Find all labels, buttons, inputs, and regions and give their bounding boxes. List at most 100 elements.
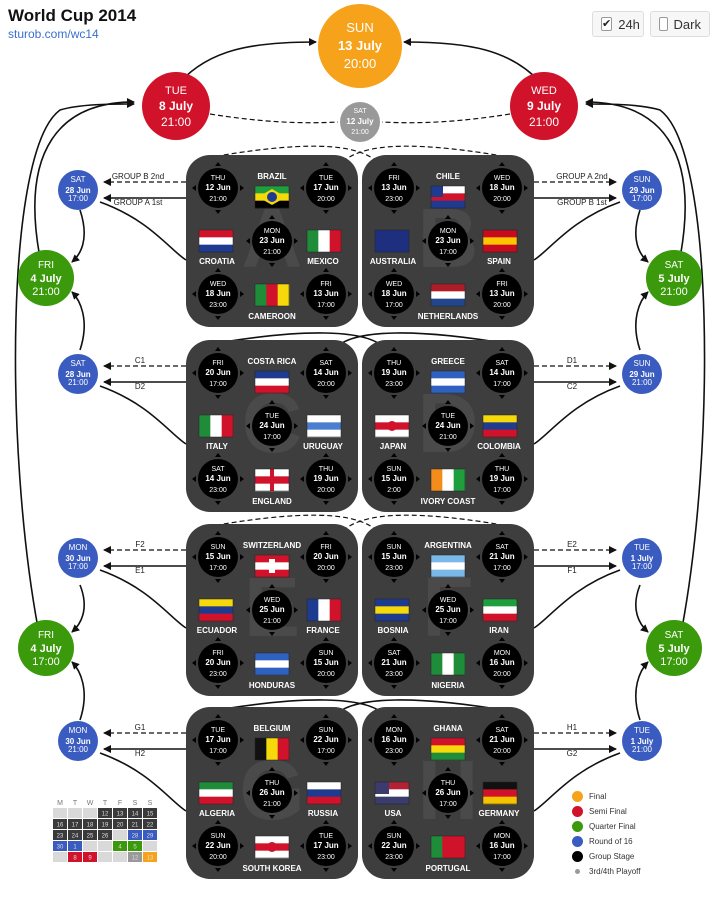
calendar-day-cell <box>53 841 67 851</box>
match-circle <box>300 347 352 399</box>
match-time: 23:00 <box>385 565 403 572</box>
match-circle <box>300 637 352 689</box>
legend-label: Round of 16 <box>589 837 633 846</box>
final-circle <box>318 4 402 88</box>
calendar-day-cell <box>83 841 97 851</box>
match-date: 15 Jun <box>381 552 406 561</box>
team-name: IVORY COAST <box>421 497 476 506</box>
slot-label: H2 <box>135 749 146 758</box>
qf-circle-time: 17:00 <box>32 656 60 668</box>
match-day: TUE <box>265 413 279 420</box>
match-day: THU <box>211 175 225 182</box>
match-time: 20:00 <box>493 748 511 755</box>
r16-circle <box>58 538 98 578</box>
r16-circle-day: SUN <box>634 175 651 184</box>
match-date: 20 Jun <box>313 552 338 561</box>
flag-honduras-icon <box>254 652 290 676</box>
calendar-day-cell <box>128 841 142 851</box>
third-place-line <box>381 113 511 124</box>
team-name: COSTA RICA <box>248 357 297 366</box>
match-circle <box>192 347 244 399</box>
flag-greece-icon <box>430 370 466 394</box>
calendar-day: 14 <box>132 812 139 818</box>
flag-russia-icon <box>306 781 342 805</box>
match-time: 17:00 <box>439 801 457 808</box>
match-date: 21 Jun <box>489 735 514 744</box>
match-time: 20:00 <box>317 671 335 678</box>
toggle-24h[interactable]: ✔ 24h <box>592 11 644 37</box>
checkbox-24h[interactable]: ✔ <box>601 17 613 31</box>
match-date: 15 Jun <box>381 474 406 483</box>
semi-to-final-line <box>179 38 317 83</box>
match-day: SAT <box>495 360 509 367</box>
r16-circle-day: MON <box>69 726 88 735</box>
toggle-dark[interactable]: Dark <box>650 11 710 37</box>
match-date: 13 Jun <box>489 289 514 298</box>
match-time: 17:00 <box>263 434 281 441</box>
flag-italy-icon <box>198 414 234 438</box>
flag-ghana-icon <box>430 737 466 761</box>
match-day: WED <box>264 597 280 604</box>
checkbox-dark[interactable] <box>659 17 668 31</box>
match-circle <box>192 162 244 214</box>
r16-to-quarter-line <box>635 209 649 263</box>
flag-spain-icon <box>482 229 518 253</box>
flag-brazil-icon <box>254 185 290 209</box>
calendar-day: 12 <box>132 856 139 862</box>
calendar-day: 8 <box>73 856 77 862</box>
match-circle <box>476 531 528 583</box>
flag-switzerland-icon <box>254 554 290 578</box>
calendar-day: 30 <box>57 845 64 851</box>
match-date: 19 Jun <box>489 474 514 483</box>
calendar-day-cell <box>113 830 127 840</box>
mini-calendar <box>53 808 157 862</box>
source-link[interactable]: sturob.com/wc14 <box>8 27 99 41</box>
r16-circle <box>622 170 662 210</box>
match-time: 20:00 <box>317 196 335 203</box>
legend-item: Semi Final <box>572 804 640 819</box>
match-date: 22 Jun <box>313 735 338 744</box>
flag-croatia-icon <box>198 229 234 253</box>
calendar-day-cell <box>143 808 157 818</box>
match-date: 12 Jun <box>205 183 230 192</box>
match-circle <box>476 268 528 320</box>
calendar-day: 20 <box>117 823 124 829</box>
flag-iran-icon <box>482 598 518 622</box>
slot-label: G2 <box>567 749 578 758</box>
match-circle <box>368 162 420 214</box>
team-name: SOUTH KOREA <box>242 864 301 873</box>
calendar-day-cell <box>53 830 67 840</box>
calendar-day-cell <box>128 808 142 818</box>
match-date: 15 Jun <box>205 552 230 561</box>
calendar-day-cell <box>143 830 157 840</box>
r16-circle-time: 17:00 <box>632 562 653 571</box>
match-date: 13 Jun <box>313 289 338 298</box>
calendar-day: 29 <box>147 834 154 840</box>
r16-circle-time: 21:00 <box>68 745 89 754</box>
calendar-day-cell <box>143 819 157 829</box>
semi-to-final-line <box>403 38 541 83</box>
flag-netherlands-icon <box>430 283 466 307</box>
match-date: 22 Jun <box>381 841 406 850</box>
r16-circle-date: 28 Jun <box>65 370 90 379</box>
match-circle <box>246 584 298 636</box>
match-time: 21:00 <box>439 434 457 441</box>
match-circle <box>422 767 474 819</box>
qf-circle <box>18 620 74 676</box>
team-name: RUSSIA <box>308 809 338 818</box>
calendar-day: 9 <box>88 856 92 862</box>
match-circle <box>246 767 298 819</box>
toggle-dark-label: Dark <box>673 16 701 32</box>
match-circle <box>192 820 244 872</box>
r16-circle <box>622 538 662 578</box>
flag-germany-icon <box>482 781 518 805</box>
match-time: 17:00 <box>439 249 457 256</box>
slot-label: D2 <box>135 382 146 391</box>
r16-circle-date: 29 Jun <box>629 370 654 379</box>
cross-line <box>199 514 381 535</box>
match-day: SUN <box>211 544 226 551</box>
quarter-to-semi-line <box>585 100 706 629</box>
calendar-day-cell <box>68 852 82 862</box>
match-day: FRI <box>212 650 223 657</box>
